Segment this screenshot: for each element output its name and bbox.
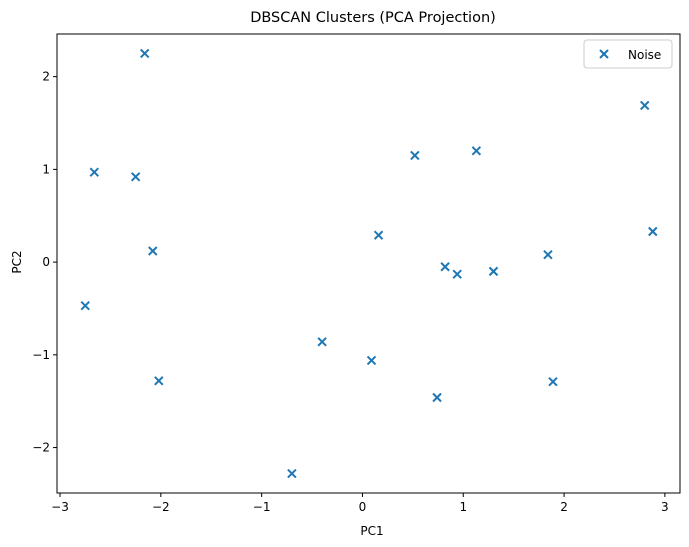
y-tick-label: −2 <box>32 441 50 455</box>
legend-x-marker-stroke-b <box>599 49 609 59</box>
data-point-stroke-b <box>154 376 164 386</box>
data-point-stroke-b <box>640 100 650 111</box>
legend-label-noise: Noise <box>628 48 661 62</box>
data-point <box>287 468 297 479</box>
legend-marker-noise <box>599 49 609 59</box>
legend-box <box>583 39 673 69</box>
data-point <box>488 266 499 277</box>
data-point <box>452 269 462 279</box>
x-tick-label: −2 <box>152 500 170 514</box>
y-tick-label: 0 <box>42 255 50 269</box>
data-point <box>410 150 420 161</box>
legend: Noise <box>583 39 673 69</box>
x-axis-label: PC1 <box>360 524 383 538</box>
data-point-stroke-b <box>373 230 384 240</box>
data-point <box>139 48 150 59</box>
data-point <box>432 392 442 403</box>
data-point-stroke-b <box>471 146 482 156</box>
data-point-stroke-b <box>543 249 553 260</box>
y-tick-label: 2 <box>42 70 50 84</box>
data-point-stroke-b <box>89 167 100 177</box>
data-point <box>366 355 377 366</box>
data-point <box>89 167 100 177</box>
data-point <box>317 337 327 347</box>
data-point-stroke-b <box>139 48 150 59</box>
data-point <box>154 376 164 386</box>
x-tick-label: 0 <box>359 500 367 514</box>
data-point-stroke-b <box>317 337 327 347</box>
data-point-stroke-b <box>287 468 297 479</box>
data-point <box>471 146 482 156</box>
data-point-stroke-b <box>432 392 442 403</box>
x-tick-label: 1 <box>459 500 467 514</box>
data-point-stroke-b <box>440 262 450 272</box>
data-point <box>440 262 450 272</box>
data-point <box>548 377 558 387</box>
data-point-stroke-b <box>548 377 558 387</box>
x-tick-label: 3 <box>661 500 669 514</box>
x-tick-label: −1 <box>253 500 271 514</box>
chart-title: DBSCAN Clusters (PCA Projection) <box>250 10 496 26</box>
y-tick-label: −1 <box>32 348 50 362</box>
data-point-stroke-b <box>488 266 499 277</box>
data-point <box>648 226 658 237</box>
data-point <box>373 230 384 240</box>
data-point <box>640 100 650 111</box>
data-point-stroke-b <box>130 172 141 182</box>
data-point <box>543 249 553 260</box>
data-point-stroke-b <box>410 150 420 161</box>
data-point-stroke-b <box>452 269 462 279</box>
data-point <box>80 300 90 311</box>
plot-area: −3 −2 −1 0 1 2 3 −2 −1 0 1 2 <box>32 33 681 514</box>
data-point-stroke-b <box>366 355 377 366</box>
data-point <box>148 246 158 256</box>
y-axis-label: PC2 <box>10 250 24 273</box>
x-tick-label: 2 <box>560 500 568 514</box>
data-point-stroke-b <box>648 226 658 237</box>
x-tick-label: −3 <box>51 500 69 514</box>
axes-frame <box>56 33 681 494</box>
data-point-stroke-b <box>80 300 90 311</box>
data-point <box>130 172 141 182</box>
data-point-stroke-b <box>148 246 158 256</box>
y-tick-label: 1 <box>42 162 50 176</box>
legend-x-marker <box>599 49 609 59</box>
